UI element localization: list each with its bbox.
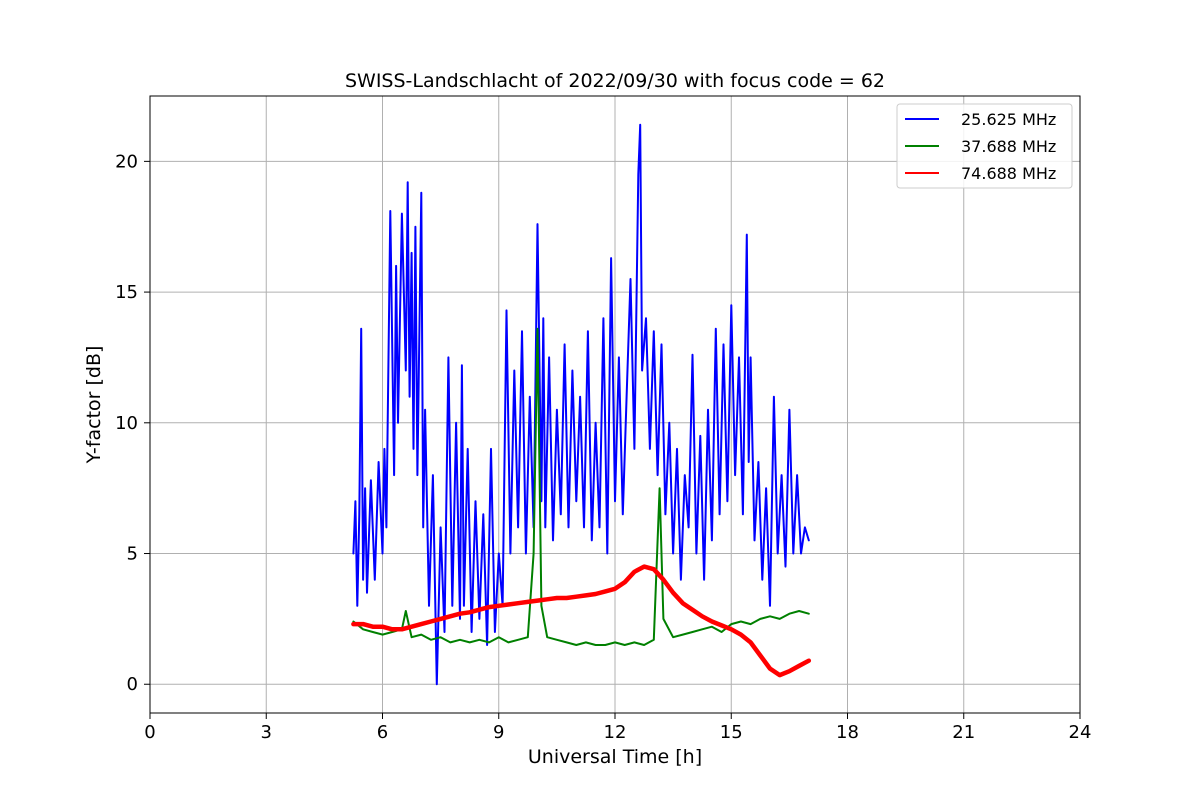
y-tick-label: 0 [127,674,138,695]
x-tick-label: 3 [261,722,272,743]
chart-title: SWISS-Landschlacht of 2022/09/30 with fo… [345,70,885,92]
x-tick-label: 12 [604,722,627,743]
x-tick-label: 24 [1069,722,1092,743]
x-axis-label: Universal Time [h] [528,746,702,768]
series-layer [351,123,812,686]
legend-box [896,103,1073,189]
legend: 25.625 MHz 37.688 MHz 74.688 MHz [896,103,1073,189]
ticks: 0 3 6 9 12 15 18 21 24 0 5 10 15 20 [115,151,1091,743]
x-tick-label: 18 [836,722,859,743]
y-tick-label: 10 [115,413,138,434]
legend-label-1: 37.688 MHz [961,137,1056,156]
series-line-0 [352,123,810,686]
y-tick-label: 5 [127,544,138,565]
x-tick-label: 15 [720,722,743,743]
legend-label-2: 74.688 MHz [961,164,1056,183]
legend-label-0: 25.625 MHz [961,110,1056,129]
y-axis-label: Y-factor [dB] [83,346,105,465]
x-tick-label: 0 [144,722,155,743]
grid [149,96,1081,713]
y-tick-label: 15 [115,282,138,303]
x-tick-label: 6 [377,722,388,743]
y-tick-label: 20 [115,151,138,172]
series-line-2 [351,564,812,678]
x-tick-label: 21 [952,722,975,743]
x-tick-label: 9 [493,722,504,743]
